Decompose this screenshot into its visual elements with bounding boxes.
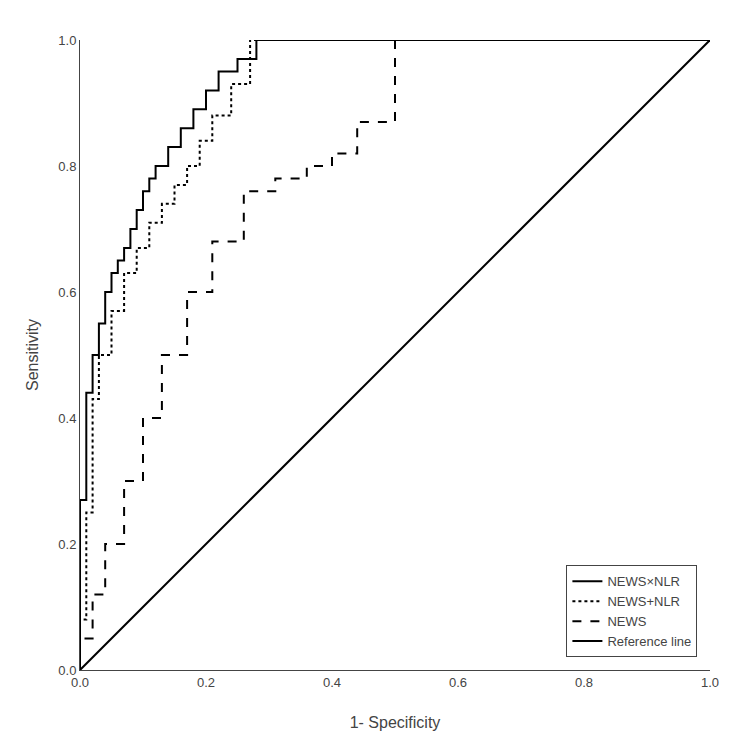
svg-text:1- Specificity: 1- Specificity xyxy=(350,714,441,731)
svg-text:NEWS: NEWS xyxy=(607,614,646,629)
svg-text:0.8: 0.8 xyxy=(575,675,593,690)
svg-text:NEWS×NLR: NEWS×NLR xyxy=(607,574,680,589)
svg-text:1.0: 1.0 xyxy=(701,675,719,690)
svg-text:1.0: 1.0 xyxy=(58,33,76,48)
svg-text:NEWS+NLR: NEWS+NLR xyxy=(607,594,680,609)
svg-text:0.6: 0.6 xyxy=(449,675,467,690)
svg-text:0.4: 0.4 xyxy=(323,675,341,690)
svg-text:0.0: 0.0 xyxy=(71,675,89,690)
svg-text:0.6: 0.6 xyxy=(58,285,76,300)
svg-text:Sensitivity: Sensitivity xyxy=(24,319,41,391)
svg-text:0.2: 0.2 xyxy=(197,675,215,690)
svg-text:0.0: 0.0 xyxy=(58,663,76,678)
svg-text:0.2: 0.2 xyxy=(58,537,76,552)
svg-text:Reference line: Reference line xyxy=(607,634,691,649)
svg-text:0.4: 0.4 xyxy=(58,411,76,426)
svg-text:0.8: 0.8 xyxy=(58,159,76,174)
